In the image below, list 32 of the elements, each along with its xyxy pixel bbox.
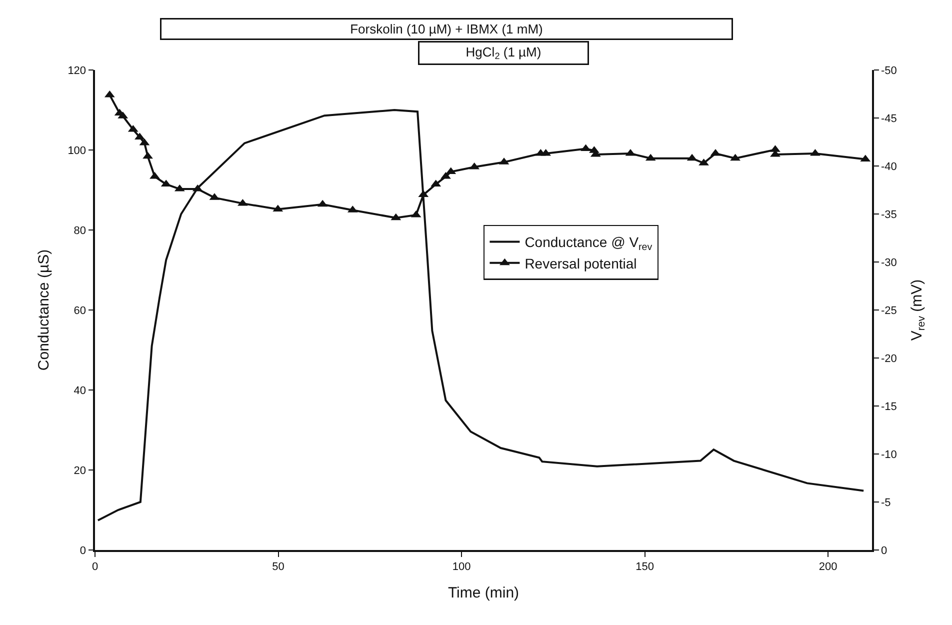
x-tick-label: 0 — [92, 560, 98, 573]
y2-tick-label: -30 — [880, 256, 897, 269]
y-tick-label: 120 — [68, 64, 86, 77]
y2-tick-label: -45 — [880, 112, 897, 125]
y2-tick-label: 0 — [880, 544, 888, 557]
y2-tick-label: -10 — [880, 448, 897, 461]
y-tick-label: 60 — [74, 304, 86, 317]
point — [142, 152, 153, 159]
x-tick-label: 200 — [818, 560, 838, 573]
x-tick-label: 100 — [452, 560, 471, 573]
y-tick-label: 100 — [68, 144, 86, 157]
y2-tick-label: -5 — [880, 496, 891, 509]
text: HgCl$_{2}$ (1 µM) — [466, 44, 542, 62]
y-tick-label: 0 — [80, 544, 86, 557]
y2-tick-label: -15 — [880, 400, 897, 413]
legend-label: Conductance @ V$_{rev}$ — [524, 234, 652, 254]
point — [238, 198, 248, 206]
y2-tick-label: -50 — [880, 64, 897, 77]
y2-tick-label: -35 — [880, 208, 897, 221]
y2-tick-label: -20 — [880, 352, 897, 365]
x-axis-title: Time (min) — [448, 584, 520, 602]
y2-tick-label: -40 — [880, 160, 897, 173]
y-tick-label: 20 — [74, 464, 86, 477]
y-tick-label: 80 — [74, 224, 86, 237]
point — [730, 154, 740, 161]
x-tick-label: 150 — [636, 560, 654, 573]
y2-tick-label: -25 — [880, 304, 897, 317]
x-tick-label: 50 — [272, 560, 284, 573]
text: Forskolin (10 µM) + IBMX (1 mM) — [350, 22, 543, 36]
y-axis-title: Conductance (µS) — [35, 249, 52, 371]
y-tick-label: 40 — [74, 384, 86, 397]
legend-label: Reversal potential — [524, 255, 637, 272]
